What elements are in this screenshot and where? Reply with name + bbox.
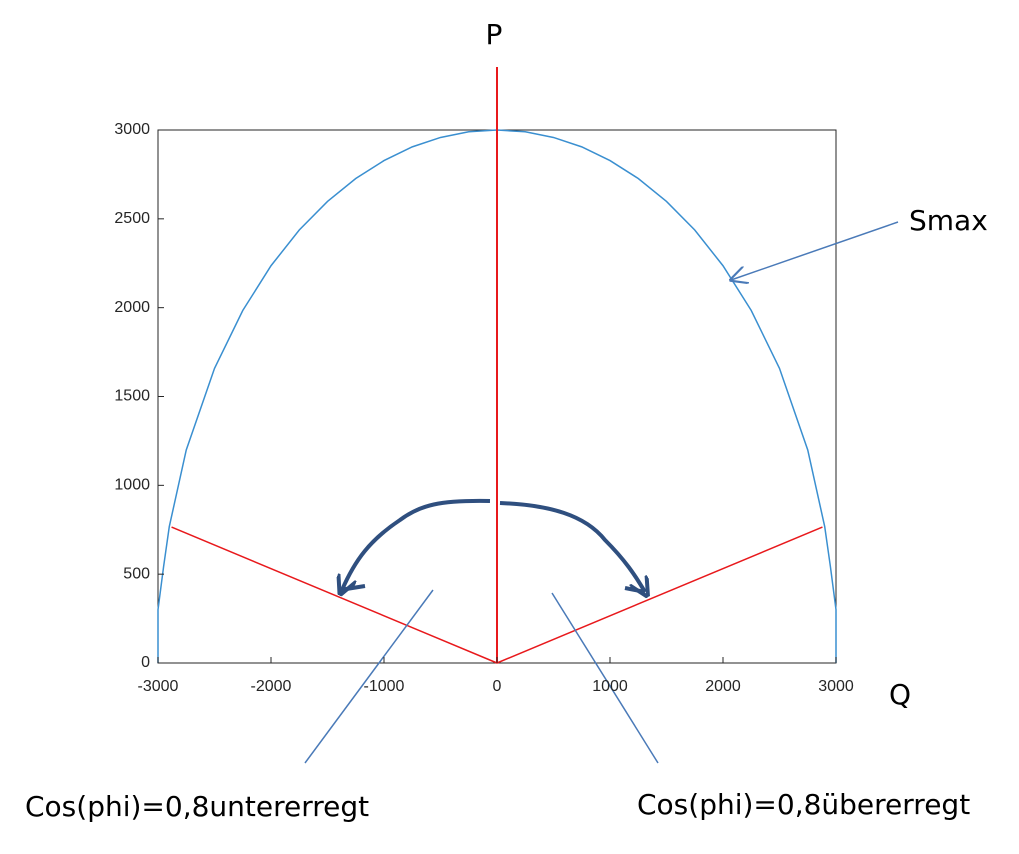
arrow-tip [624,586,646,594]
arrow-tip [339,584,366,592]
rotation-arrow-right [499,501,645,592]
y-tick-label: 2000 [114,299,150,316]
y-tick-label: 500 [123,565,150,582]
x-tick-label: 1000 [592,678,628,695]
x-tick-label: -2000 [251,678,292,695]
y-tick-label: 0 [141,654,150,671]
leader-line [551,592,659,764]
y-tick-label: 3000 [114,121,150,138]
rotation-arrow-left [342,498,491,590]
x-tick-label: 2000 [705,678,741,695]
y-tick-label: 1500 [114,388,150,405]
x-tick-label: -1000 [364,678,405,695]
x-tick-label: -3000 [138,678,179,695]
annotation: Smax [909,204,988,237]
y-tick-label: 1000 [114,477,150,494]
annotation: Cos(phi)=0,8untererregt [25,790,369,823]
smax-pointer [731,221,899,280]
x-tick-label: 3000 [818,678,854,695]
x-tick-label: 0 [493,678,502,695]
annotation: Cos(phi)=0,8übererregt [637,788,970,821]
x-axis-label: Q [889,678,911,711]
leader-line [304,589,434,764]
y-tick-label: 2500 [114,210,150,227]
y-axis-label: P [486,18,503,51]
